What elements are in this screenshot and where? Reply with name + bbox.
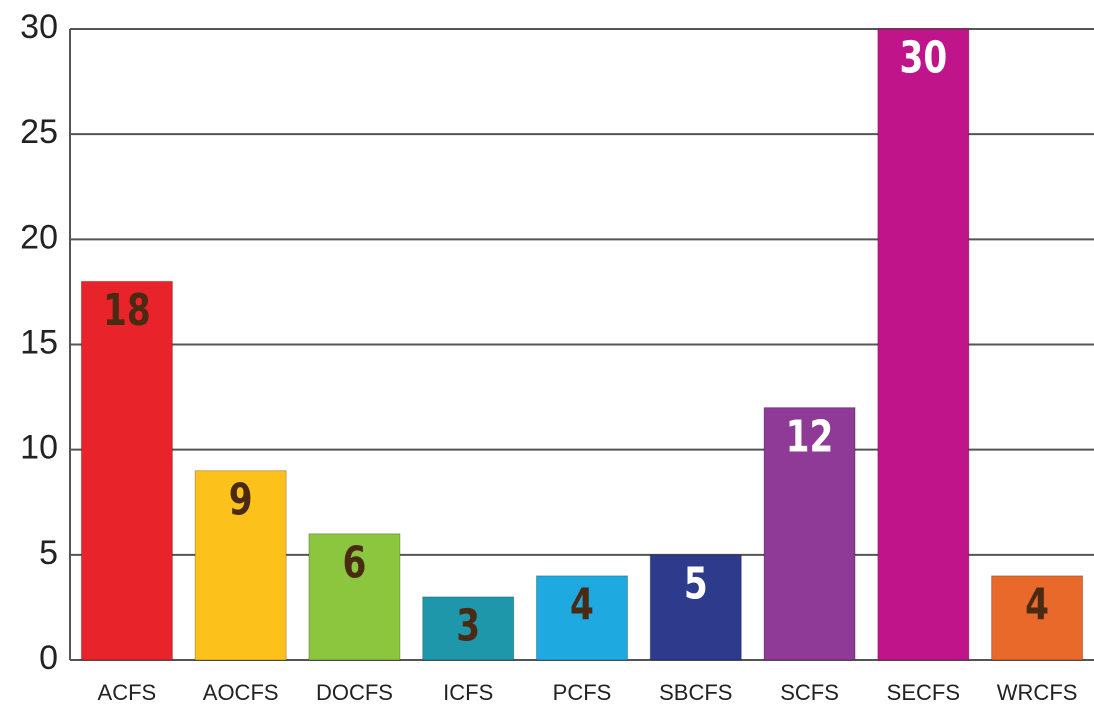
bar <box>422 596 515 661</box>
bar <box>991 575 1084 661</box>
value-label: 12 <box>786 411 834 462</box>
x-tick-label: WRCFS <box>997 680 1078 705</box>
y-tick-label: 5 <box>39 534 58 572</box>
x-tick-label: ACFS <box>98 680 157 705</box>
bar <box>763 407 856 661</box>
y-tick-label: 30 <box>20 8 58 46</box>
value-label: 5 <box>684 558 708 609</box>
x-tick-label: PCFS <box>553 680 612 705</box>
y-tick-label: 25 <box>20 113 58 151</box>
x-tick-label: AOCFS <box>203 680 279 705</box>
value-label: 18 <box>103 285 151 336</box>
x-tick-label: SBCFS <box>659 680 732 705</box>
x-tick-label: SECFS <box>887 680 960 705</box>
bar <box>194 470 287 661</box>
y-tick-label: 10 <box>20 429 58 467</box>
bar <box>535 575 629 661</box>
x-tick-label: DOCFS <box>316 680 393 705</box>
x-tick-label: ICFS <box>443 680 493 705</box>
bar <box>308 533 401 661</box>
value-label: 3 <box>456 600 480 651</box>
bar <box>877 28 970 661</box>
y-tick-label: 0 <box>39 639 58 677</box>
y-tick-label: 20 <box>20 218 58 256</box>
x-tick-label: SCFS <box>780 680 839 705</box>
y-tick-label: 15 <box>20 323 58 361</box>
value-label: 6 <box>343 537 367 588</box>
value-label: 9 <box>229 474 253 525</box>
bar <box>649 554 742 661</box>
value-label: 4 <box>570 579 594 630</box>
bar <box>80 280 173 661</box>
value-label: 4 <box>1025 579 1049 630</box>
value-label: 30 <box>899 33 947 84</box>
